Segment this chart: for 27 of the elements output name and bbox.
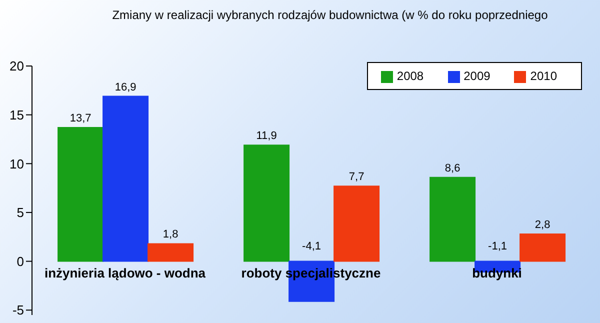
bar [58, 127, 104, 262]
data-label: -4,1 [302, 240, 322, 252]
legend-label: 2009 [464, 69, 490, 83]
y-tick-label: 20 [10, 58, 24, 74]
data-label: 8,6 [444, 162, 460, 174]
data-label: 1,8 [162, 228, 178, 241]
legend-label: 2010 [530, 69, 557, 83]
legend-label: 2008 [396, 69, 424, 83]
data-label: 11,9 [256, 130, 277, 142]
data-label: 2,8 [534, 218, 550, 231]
y-tick-label: 5 [16, 205, 24, 220]
bar [430, 176, 476, 262]
bar [520, 233, 566, 262]
data-label: 7,7 [348, 171, 364, 184]
bar [244, 144, 290, 262]
data-label: -1,1 [488, 240, 508, 252]
data-label: 16,9 [114, 81, 136, 94]
data-label: 13,7 [70, 112, 92, 125]
y-tick-label: 15 [10, 107, 24, 122]
y-tick-label: 0 [16, 254, 24, 269]
bar [148, 243, 194, 262]
chart-title: Zmiany w realizacji wybranych rodzajów budownictwa (w % do roku poprzedniego [111, 8, 549, 22]
bar [334, 186, 380, 262]
x-tick-label: inżynieria lądowo - wodna [44, 265, 206, 280]
bar [102, 96, 149, 262]
y-tick-label: 10 [10, 156, 24, 172]
y-tick-label: -5 [12, 302, 24, 318]
